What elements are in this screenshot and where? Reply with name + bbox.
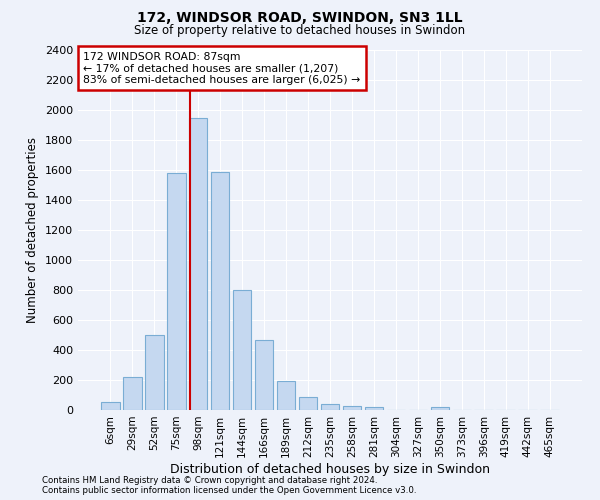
Text: Contains HM Land Registry data © Crown copyright and database right 2024.: Contains HM Land Registry data © Crown c… [42, 476, 377, 485]
Text: Size of property relative to detached houses in Swindon: Size of property relative to detached ho… [134, 24, 466, 37]
Bar [277, 381, 295, 410]
Text: 172 WINDSOR ROAD: 87sqm
← 17% of detached houses are smaller (1,207)
83% of semi: 172 WINDSOR ROAD: 87sqm ← 17% of detache… [83, 52, 360, 85]
Bar [101, 402, 119, 410]
Text: Contains public sector information licensed under the Open Government Licence v3: Contains public sector information licen… [42, 486, 416, 495]
Text: 172, WINDSOR ROAD, SWINDON, SN3 1LL: 172, WINDSOR ROAD, SWINDON, SN3 1LL [137, 11, 463, 25]
Bar [365, 407, 383, 410]
Bar [145, 335, 164, 410]
Bar [167, 173, 185, 410]
X-axis label: Distribution of detached houses by size in Swindon: Distribution of detached houses by size … [170, 462, 490, 475]
Y-axis label: Number of detached properties: Number of detached properties [26, 137, 40, 323]
Bar [211, 172, 229, 410]
Bar [255, 340, 274, 410]
Bar [189, 118, 208, 410]
Bar [320, 404, 340, 410]
Bar [431, 407, 449, 410]
Bar [123, 377, 142, 410]
Bar [233, 290, 251, 410]
Bar [343, 406, 361, 410]
Bar [299, 396, 317, 410]
